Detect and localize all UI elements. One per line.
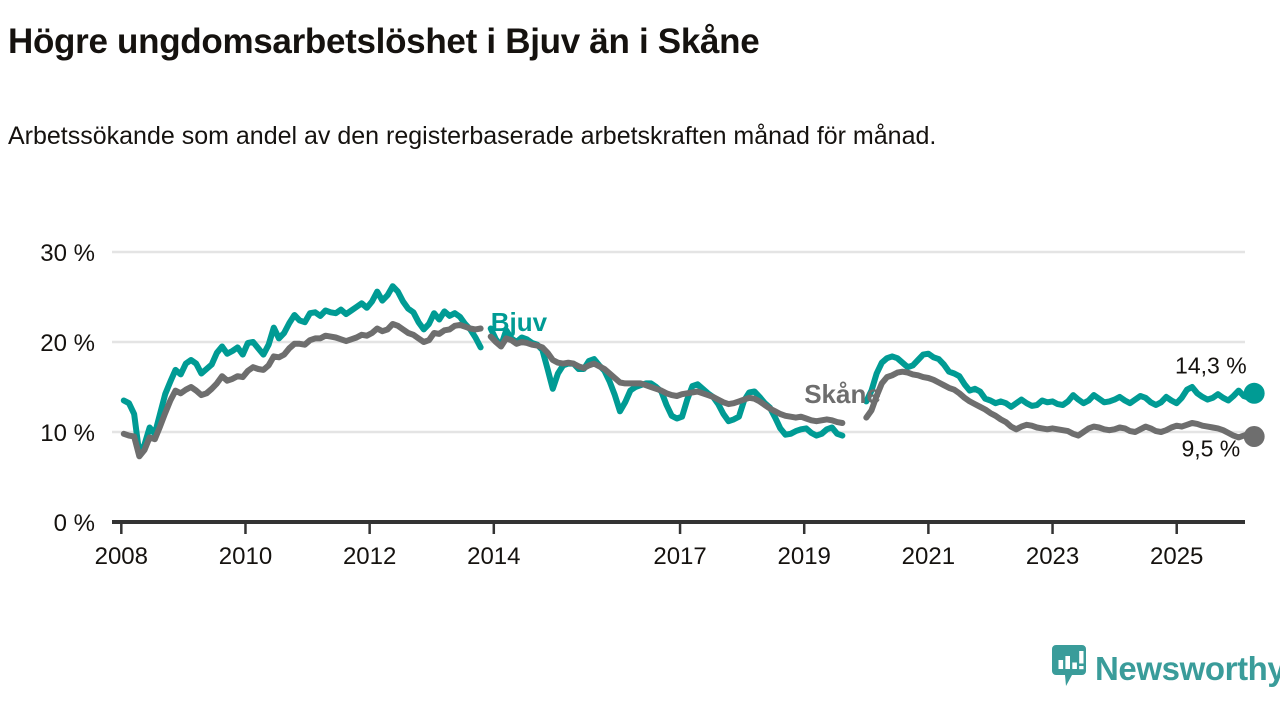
x-axis-labels: 2008 2010 2012 2014 2017 2019 2021 2023 2025 <box>95 543 1204 570</box>
skane-inline-label: Skåne <box>804 379 881 409</box>
skane-end-value: 9,5 % <box>1181 435 1240 461</box>
series-line-skåne <box>863 368 1258 441</box>
page-subtitle: Arbetssökande som andel av den registerb… <box>8 122 937 150</box>
series-endpoints <box>1243 382 1265 447</box>
x-axis-label: 2010 <box>219 543 272 570</box>
newsworthy-bars-bubble-icon <box>1052 645 1086 692</box>
series-line-bjuv <box>120 283 484 457</box>
chart-svg: 0 % 10 % 20 % 30 % 2008 2010 2012 2014 2017 2019… <box>40 240 1265 570</box>
endpoint-dot-skåne <box>1243 426 1265 447</box>
series-line-bjuv <box>863 350 1258 410</box>
page-title: Högre ungdomsarbetslöshet i Bjuv än i Sk… <box>8 22 760 61</box>
newsworthy-wordmark: Newsworthy <box>1095 650 1280 687</box>
chart-annotations: Bjuv Skåne 14,3 % 9,5 % <box>491 307 1247 461</box>
y-axis-label: 0 % <box>54 510 95 537</box>
x-axis-label: 2014 <box>467 543 520 570</box>
x-axis-label: 2017 <box>653 543 706 570</box>
x-axis-ticks <box>120 524 1178 534</box>
newsworthy-logo[interactable]: Newsworthy <box>1052 645 1280 692</box>
x-axis-label: 2012 <box>343 543 396 570</box>
x-axis-label: 2008 <box>95 543 148 570</box>
series-line-skåne <box>120 321 484 460</box>
x-axis-label: 2021 <box>902 543 955 570</box>
x-axis-label: 2019 <box>778 543 831 570</box>
series-line-skåne <box>487 333 846 426</box>
gridlines <box>112 250 1245 434</box>
x-axis-label: 2023 <box>1026 543 1079 570</box>
y-axis-label: 30 % <box>40 240 95 267</box>
logo-svg <box>1052 645 1086 686</box>
x-axis-label: 2025 <box>1150 543 1203 570</box>
bjuv-end-value: 14,3 % <box>1175 353 1247 379</box>
y-axis-label: 20 % <box>40 330 95 357</box>
series-lines <box>120 283 1258 460</box>
series-line-bjuv <box>487 325 846 439</box>
bjuv-inline-label: Bjuv <box>491 307 548 337</box>
y-axis-labels: 0 % 10 % 20 % 30 % <box>40 240 95 537</box>
y-axis-label: 10 % <box>40 420 95 447</box>
endpoint-dot-bjuv <box>1243 382 1265 404</box>
